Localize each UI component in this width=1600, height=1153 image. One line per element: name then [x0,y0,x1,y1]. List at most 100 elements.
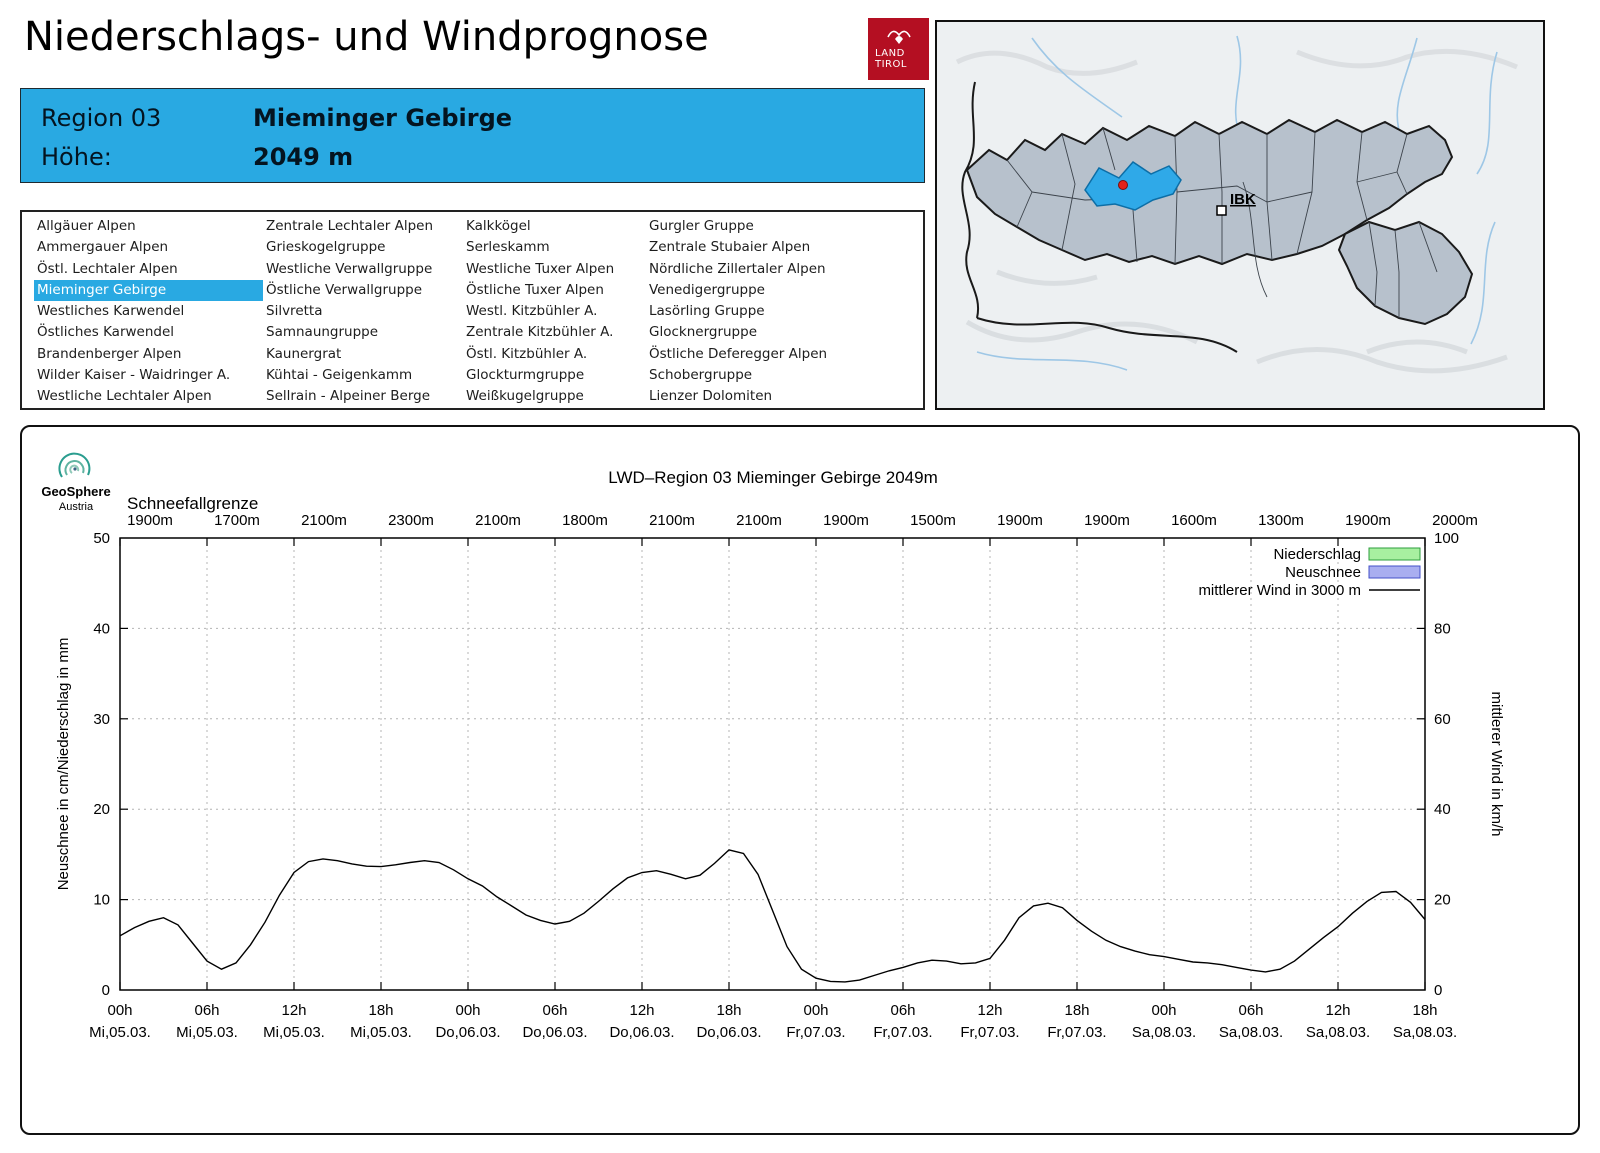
region-list-item[interactable]: Brandenberger Alpen [37,345,182,362]
snowline-value: 1900m [997,512,1043,529]
x-tick-hour: 00h [455,1002,480,1019]
selected-region-shape[interactable] [1084,161,1182,211]
region-list-item[interactable]: Östl. Kitzbühler A. [466,345,588,362]
x-tick-date: Mi,05.03. [176,1024,238,1041]
region-list-item[interactable]: Östliche Tuxer Alpen [466,281,604,298]
snowline-value: 2300m [388,512,434,529]
tirol-eagle-icon [886,22,912,48]
y-tick-left: 30 [93,711,110,728]
region-list-item[interactable]: Serleskamm [466,239,550,256]
region-list-item[interactable]: Sellrain - Alpeiner Berge [266,388,431,405]
x-tick-hour: 06h [194,1002,219,1019]
x-tick-hour: 18h [1064,1002,1089,1019]
x-tick-date: Sa,08.03. [1219,1024,1283,1041]
snowline-value: 1800m [562,512,608,529]
x-tick-hour: 00h [803,1002,828,1019]
snowline-label: Schneefallgrenze [127,494,258,513]
x-tick-hour: 18h [368,1002,393,1019]
x-tick-date: Fr,07.03. [960,1024,1019,1041]
y-tick-left: 10 [93,892,110,909]
terrain-texture [955,48,1518,374]
legend-swatch [1368,547,1421,561]
y-tick-right: 0 [1434,982,1442,999]
x-tick-date: Fr,07.03. [786,1024,845,1041]
region-list-item[interactable]: Glocknergruppe [649,324,758,341]
region-boundaries [1006,127,1438,318]
region-list-item[interactable]: Ammergauer Alpen [37,239,169,256]
snowline-value: 2100m [736,512,782,529]
snowline-value: 2100m [649,512,695,529]
region-list-item-selected[interactable]: Mieminger Gebirge [34,279,263,302]
page-title: Niederschlags- und Windprognose [24,14,709,60]
region-list-item[interactable]: Glockturmgruppe [466,367,585,384]
region-list-column: Allgäuer Alpen Ammergauer Alpen Östl. Lech… [34,216,263,408]
y-tick-right: 20 [1434,892,1451,909]
altitude-label: Höhe: [41,142,112,171]
y-tick-left: 20 [93,801,110,818]
tirol-overview-map[interactable]: IBK [935,20,1545,410]
x-tick-date: Sa,08.03. [1132,1024,1196,1041]
land-tirol-logo: LAND TIROL [868,18,929,80]
x-tick-hour: 12h [977,1002,1002,1019]
region-list-item[interactable]: Lasörling Gruppe [649,303,765,320]
snowline-value: 2100m [475,512,521,529]
region-list-item[interactable]: Zentrale Lechtaler Alpen [266,218,434,234]
region-list-item[interactable]: Venedigergruppe [649,281,765,298]
region-list-column: Gurgler Gruppe Zentrale Stubaier Alpen Nör… [646,216,923,408]
east-tirol-shape[interactable] [1337,220,1474,326]
north-tirol-shape[interactable] [965,118,1454,266]
region-list-item[interactable]: Westliches Karwendel [37,303,185,320]
svg-text:Austria: Austria [59,501,94,513]
x-tick-hour: 06h [890,1002,915,1019]
region-list-item[interactable]: Weißkugelgruppe [466,388,584,405]
y-axis-label-right: mittlerer Wind in km/h [1488,691,1505,836]
chart-canvas: GeoSphere Austria LWD–Region 03 Mieminge… [41,452,1505,1041]
region-list-item[interactable]: Wilder Kaiser - Waidringer A. [37,367,231,384]
region-list-item[interactable]: Östl. Lechtaler Alpen [37,260,178,277]
region-list-item[interactable]: Kaunergrat [266,345,342,362]
region-list-item[interactable]: Kalkkögel [466,218,531,234]
region-list-item[interactable]: Kühtai - Geigenkamm [266,367,413,384]
snowline-value: 1900m [1345,512,1391,529]
region-list-item[interactable]: Östliche Deferegger Alpen [649,345,828,362]
y-tick-left: 50 [93,530,110,547]
snowline-value: 2100m [301,512,347,529]
region-list-item[interactable]: Zentrale Stubaier Alpen [649,239,811,256]
ibk-marker-square [1216,205,1227,216]
region-list-item[interactable]: Gurgler Gruppe [649,218,754,234]
region-list-item[interactable]: Allgäuer Alpen [37,218,136,234]
x-tick-hour: 12h [629,1002,654,1019]
region-list-item[interactable]: Östliche Verwallgruppe [266,281,423,298]
x-tick-hour: 18h [1412,1002,1437,1019]
region-list-item[interactable]: Westl. Kitzbühler A. [466,303,598,320]
snowline-value: 2000m [1432,512,1478,529]
region-number-label: Region 03 [41,103,162,132]
logo-line-land: LAND [875,48,905,59]
region-list-item[interactable]: Lienzer Dolomiten [649,388,773,405]
x-tick-date: Mi,05.03. [263,1024,325,1041]
y-tick-left: 0 [102,982,110,999]
region-list-item[interactable]: Zentrale Kitzbühler A. [466,324,614,341]
chart-title: LWD–Region 03 Mieminger Gebirge 2049m [608,468,937,487]
x-tick-date: Do,06.03. [435,1024,500,1041]
y-axis-label-left: Neuschnee in cm/Niederschlag in mm [55,638,72,891]
y-tick-right: 60 [1434,711,1451,728]
x-tick-date: Mi,05.03. [350,1024,412,1041]
y-tick-left: 40 [93,620,110,637]
region-list-item[interactable]: Östliches Karwendel [37,324,175,341]
region-list-item[interactable]: Nördliche Zillertaler Alpen [649,260,826,277]
region-list-item[interactable]: Westliche Tuxer Alpen [466,260,615,277]
region-list-item[interactable]: Silvretta [266,303,323,320]
x-tick-date: Do,06.03. [522,1024,587,1041]
region-list-item[interactable]: Schobergruppe [649,367,753,384]
region-list-item[interactable]: Westliche Lechtaler Alpen [37,388,212,405]
x-tick-date: Mi,05.03. [89,1024,151,1041]
selected-region-marker [1118,180,1128,190]
region-name-value: Mieminger Gebirge [253,103,513,132]
region-list-item[interactable]: Samnaungruppe [266,324,379,341]
forecast-chart: GeoSphere Austria LWD–Region 03 Mieminge… [20,425,1580,1135]
y-tick-right: 100 [1434,530,1459,547]
altitude-value: 2049 m [253,142,354,171]
region-list-item[interactable]: Westliche Verwallgruppe [266,260,433,277]
region-list-item[interactable]: Grieskogelgruppe [266,239,386,256]
